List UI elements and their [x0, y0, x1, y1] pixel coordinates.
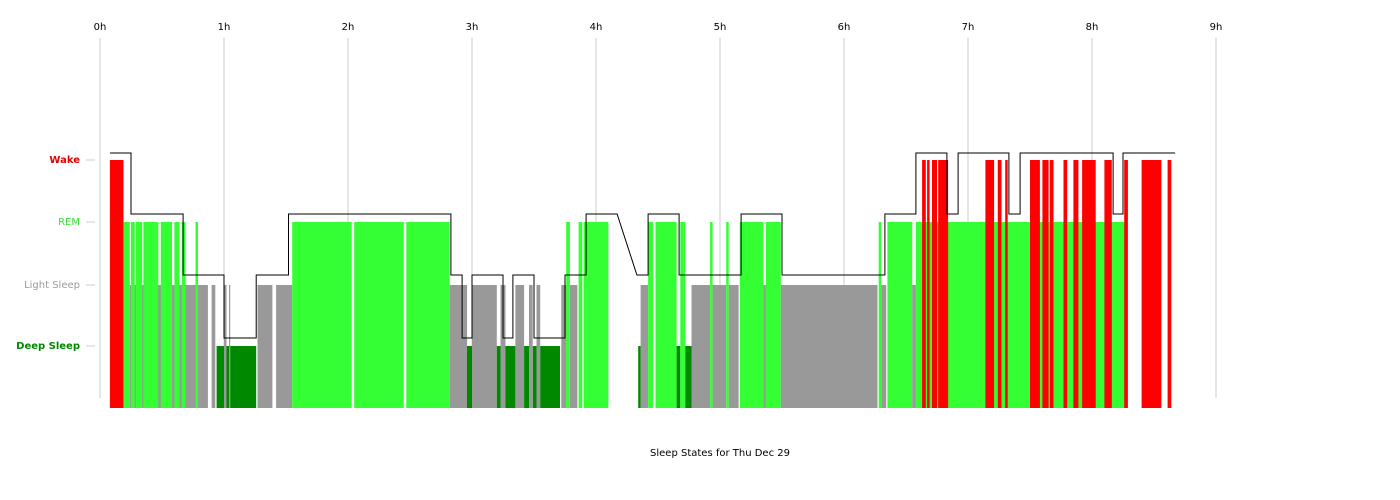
segment-deep-sleep [496, 346, 501, 408]
segment-deep-sleep [230, 346, 257, 408]
segment-rem [887, 222, 913, 408]
segment-rem [354, 222, 404, 408]
segment-rem [143, 222, 159, 408]
segment-wake [1141, 160, 1162, 408]
segment-rem [131, 222, 135, 408]
segment-wake [997, 160, 1002, 408]
segment-wake [938, 160, 949, 408]
segment-wake [1049, 160, 1054, 408]
segment-rem [292, 222, 352, 408]
y-label-rem: REM [58, 217, 80, 228]
segment-rem [195, 222, 198, 408]
segment-wake [927, 160, 930, 408]
segment-rem [578, 222, 583, 408]
segment-rem [878, 222, 882, 408]
segment-light-sleep [780, 285, 878, 408]
segment-rem [583, 222, 609, 408]
segment-rem [655, 222, 677, 408]
segment-rem [566, 222, 570, 408]
segment-rem [726, 222, 729, 408]
segment-wake [1167, 160, 1172, 408]
segment-light-sleep [229, 285, 231, 408]
x-tick-label: 3h [466, 22, 479, 33]
x-tick-label: 5h [714, 22, 727, 33]
x-tick-label: 7h [962, 22, 975, 33]
segment-light-sleep [529, 285, 533, 408]
segment-rem [123, 222, 130, 408]
segment-rem [765, 222, 781, 408]
segment-light-sleep [763, 285, 766, 408]
segment-light-sleep [570, 285, 578, 408]
segment-light-sleep [712, 285, 727, 408]
segment-rem [181, 222, 186, 408]
segment-rem [739, 222, 764, 408]
x-tick-label: 6h [838, 22, 851, 33]
segment-wake [1073, 160, 1079, 408]
segment-light-sleep [276, 285, 293, 408]
x-tick-label: 4h [590, 22, 603, 33]
segment-light-sleep [912, 285, 916, 408]
hypnogram-line [109, 152, 1176, 339]
segment-light-sleep [257, 285, 273, 408]
segment-deep-sleep [524, 346, 530, 408]
segment-deep-sleep [638, 346, 641, 408]
segment-rem [174, 222, 180, 408]
segment-light-sleep [500, 285, 506, 408]
segment-light-sleep [728, 285, 739, 408]
segment-wake [1082, 160, 1096, 408]
chart-title: Sleep States for Thu Dec 29 [650, 448, 790, 459]
segment-wake [109, 160, 124, 408]
segment-wake [1030, 160, 1040, 408]
segment-light-sleep [515, 285, 525, 408]
x-tick-label: 1h [218, 22, 231, 33]
segment-rem [160, 222, 172, 408]
x-tick-label: 2h [342, 22, 355, 33]
segment-light-sleep [224, 285, 227, 408]
segment-rem [136, 222, 143, 408]
segment-wake [932, 160, 937, 408]
segment-wake [985, 160, 995, 408]
x-axis-ticks: 0h 1h 2h 3h 4h 5h 6h 7h 8h 9h [94, 22, 1223, 33]
segment-deep-sleep [467, 346, 472, 408]
segment-deep-sleep [505, 346, 516, 408]
segment-light-sleep [691, 285, 711, 408]
y-axis-labels: Deep Sleep Light Sleep REM Wake [16, 155, 95, 352]
segment-wake [1124, 160, 1128, 408]
segment-deep-sleep [532, 346, 537, 408]
sleep-segments [109, 160, 1172, 408]
segment-light-sleep [211, 285, 216, 408]
segment-deep-sleep [676, 346, 681, 408]
segment-wake [1042, 160, 1049, 408]
segment-light-sleep [640, 285, 648, 408]
segment-wake [922, 160, 926, 408]
y-label-deep-sleep: Deep Sleep [16, 341, 80, 352]
segment-rem [406, 222, 450, 408]
segment-deep-sleep [540, 346, 560, 408]
segment-deep-sleep [226, 346, 229, 408]
segment-wake [1005, 160, 1008, 408]
segment-rem [680, 222, 686, 408]
segment-light-sleep [449, 285, 468, 408]
y-label-wake: Wake [49, 155, 80, 166]
x-tick-label: 0h [94, 22, 107, 33]
segment-wake [1104, 160, 1112, 408]
segment-light-sleep [536, 285, 541, 408]
segment-deep-sleep [685, 346, 692, 408]
y-label-light-sleep: Light Sleep [24, 280, 80, 291]
segment-light-sleep [881, 285, 887, 408]
segment-light-sleep [472, 285, 497, 408]
x-tick-label: 9h [1210, 22, 1223, 33]
segment-light-sleep [561, 285, 567, 408]
segment-rem [648, 222, 654, 408]
segment-wake [1063, 160, 1068, 408]
segment-deep-sleep [216, 346, 224, 408]
segment-rem [710, 222, 713, 408]
x-tick-label: 8h [1086, 22, 1099, 33]
